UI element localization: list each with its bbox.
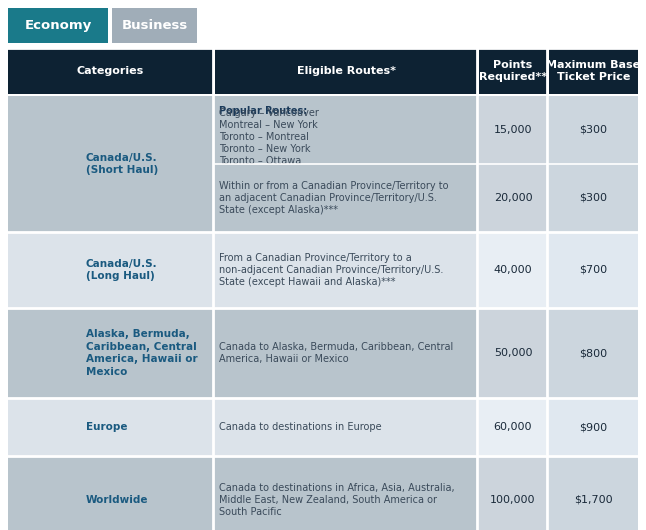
Text: Europe: Europe bbox=[86, 422, 127, 432]
Bar bbox=[548, 96, 638, 232]
Bar bbox=[548, 308, 638, 398]
Text: Maximum Base
Ticket Price: Maximum Base Ticket Price bbox=[547, 60, 640, 82]
Bar bbox=[548, 456, 638, 530]
Bar bbox=[548, 48, 638, 94]
Bar bbox=[112, 8, 197, 43]
Bar bbox=[8, 398, 638, 456]
Text: Categories: Categories bbox=[77, 66, 144, 76]
Text: 15,000: 15,000 bbox=[494, 125, 532, 135]
Text: 40,000: 40,000 bbox=[494, 265, 532, 275]
Text: $900: $900 bbox=[579, 422, 607, 432]
Bar bbox=[8, 48, 213, 94]
Text: Within or from a Canadian Province/Territory to
an adjacent Canadian Province/Te: Within or from a Canadian Province/Terri… bbox=[219, 181, 448, 215]
Bar bbox=[548, 398, 638, 456]
Text: Canada to destinations in Africa, Asia, Australia,
Middle East, New Zealand, Sou: Canada to destinations in Africa, Asia, … bbox=[219, 483, 454, 517]
Text: Canada/U.S.
(Long Haul): Canada/U.S. (Long Haul) bbox=[86, 259, 158, 281]
Text: 100,000: 100,000 bbox=[490, 495, 536, 505]
Text: 20,000: 20,000 bbox=[494, 193, 532, 203]
Text: Calgary – Vancouver
Montreal – New York
Toronto – Montreal
Toronto – New York
To: Calgary – Vancouver Montreal – New York … bbox=[219, 108, 318, 166]
Text: Business: Business bbox=[121, 19, 187, 32]
Bar bbox=[8, 308, 638, 398]
Text: $800: $800 bbox=[579, 348, 607, 358]
Bar bbox=[479, 308, 547, 398]
Bar bbox=[8, 8, 108, 43]
Text: Alaska, Bermuda,
Caribbean, Central
America, Hawaii or
Mexico: Alaska, Bermuda, Caribbean, Central Amer… bbox=[86, 330, 198, 377]
Bar bbox=[8, 96, 638, 232]
Text: $1,700: $1,700 bbox=[574, 495, 612, 505]
Text: From a Canadian Province/Territory to a
non-adjacent Canadian Province/Territory: From a Canadian Province/Territory to a … bbox=[219, 253, 443, 287]
Text: $300: $300 bbox=[579, 125, 607, 135]
Text: Points
Required**: Points Required** bbox=[479, 60, 547, 82]
Text: Worldwide: Worldwide bbox=[86, 495, 149, 505]
Bar bbox=[8, 232, 638, 308]
Bar bbox=[479, 96, 547, 232]
Bar bbox=[479, 232, 547, 308]
Text: Eligible Routes*: Eligible Routes* bbox=[297, 66, 395, 76]
Bar bbox=[479, 456, 547, 530]
Bar bbox=[8, 456, 638, 530]
Text: $700: $700 bbox=[579, 265, 607, 275]
Bar bbox=[479, 48, 547, 94]
Text: $300: $300 bbox=[579, 193, 607, 203]
Text: Canada to Alaska, Bermuda, Caribbean, Central
America, Hawaii or Mexico: Canada to Alaska, Bermuda, Caribbean, Ce… bbox=[219, 342, 453, 364]
Bar bbox=[479, 398, 547, 456]
Bar bbox=[548, 232, 638, 308]
Text: Economy: Economy bbox=[25, 19, 92, 32]
Text: 60,000: 60,000 bbox=[494, 422, 532, 432]
Text: Canada/U.S.
(Short Haul): Canada/U.S. (Short Haul) bbox=[86, 153, 158, 175]
Text: Popular Routes:: Popular Routes: bbox=[219, 106, 307, 116]
Bar bbox=[214, 48, 477, 94]
Text: 50,000: 50,000 bbox=[494, 348, 532, 358]
Text: Canada to destinations in Europe: Canada to destinations in Europe bbox=[219, 422, 381, 432]
